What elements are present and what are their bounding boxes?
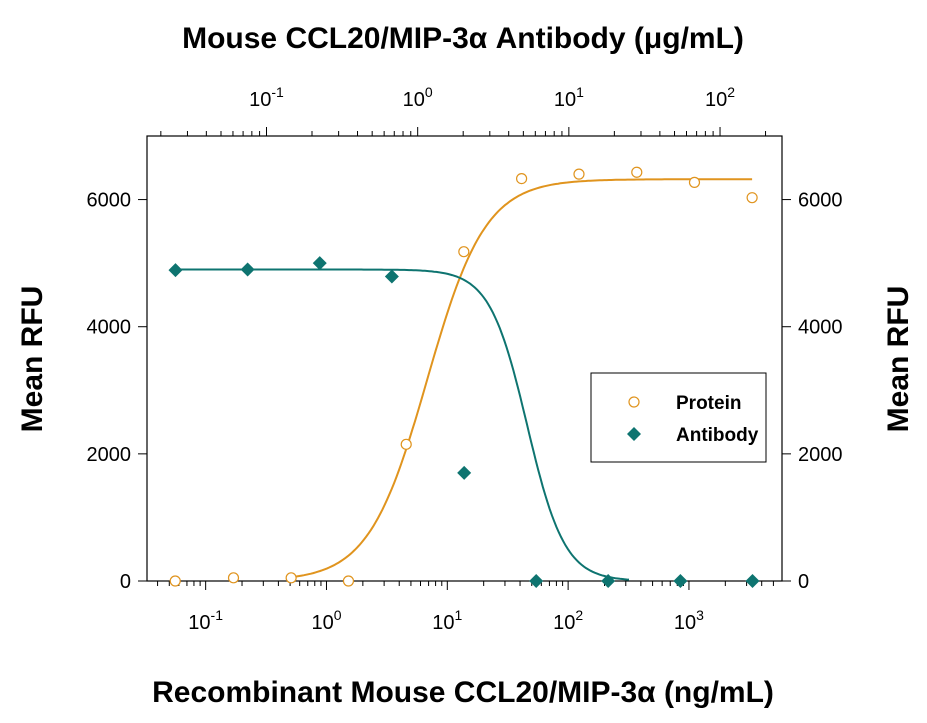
legend-antibody-marker — [627, 427, 641, 441]
legend-protein-label: Protein — [676, 393, 741, 414]
antibody-point — [457, 465, 472, 480]
top-axis-tick-label: 102 — [705, 84, 735, 111]
right-axis-tick-label: 6000 — [798, 190, 843, 212]
antibody-point — [601, 574, 616, 588]
protein-point — [285, 572, 297, 584]
antibody-point — [673, 574, 688, 588]
protein-fit-curve — [289, 178, 753, 579]
antibody-point — [240, 262, 255, 277]
antibody-point — [168, 263, 183, 278]
antibody-point — [384, 269, 399, 284]
bottom-axis-tick-label: 10-1 — [188, 607, 223, 634]
antibody-point — [529, 574, 544, 588]
top-axis-tick-label: 101 — [554, 84, 584, 111]
protein-point — [458, 246, 470, 258]
top-axis-tick-label: 10-1 — [249, 84, 284, 111]
protein-point — [342, 575, 355, 587]
protein-point — [746, 192, 758, 204]
antibody-fit-curve — [175, 268, 630, 581]
protein-point — [227, 572, 240, 584]
protein-point — [515, 172, 528, 185]
antibody-point — [745, 574, 760, 588]
bottom-axis-tick-label: 103 — [674, 607, 704, 634]
bottom-axis-tick-label: 100 — [311, 607, 341, 634]
right-axis-title: Mean RFU — [882, 286, 915, 433]
left-axis-tick-label: 4000 — [87, 317, 132, 339]
legend-box — [590, 372, 767, 463]
bottom-axis-title: Recombinant Mouse CCL20/MIP-3α (ng/mL) — [152, 676, 774, 709]
plot-frame — [146, 135, 783, 582]
left-axis-tick-label: 6000 — [87, 190, 132, 212]
right-axis-tick-label: 0 — [798, 571, 809, 593]
bottom-axis-tick-label: 101 — [432, 607, 462, 634]
bottom-axis-tick-label: 102 — [553, 607, 583, 634]
right-axis-tick-label: 4000 — [798, 317, 843, 339]
protein-point — [169, 575, 181, 587]
top-axis-title: Mouse CCL20/MIP-3α Antibody (μg/mL) — [182, 22, 744, 55]
antibody-point — [312, 256, 327, 271]
protein-point — [688, 176, 701, 189]
legend-antibody-label: Antibody — [676, 425, 759, 446]
protein-point — [631, 166, 643, 178]
left-axis-tick-label: 0 — [120, 571, 131, 593]
legend: Protein Antibody — [590, 372, 767, 463]
legend-protein-marker — [628, 396, 640, 408]
left-axis-tick-label: 2000 — [87, 444, 132, 466]
protein-point — [573, 168, 585, 180]
protein-point — [400, 438, 412, 450]
right-axis-tick-label: 2000 — [798, 444, 843, 466]
left-axis-title: Mean RFU — [16, 286, 49, 433]
top-axis-tick-label: 100 — [403, 84, 433, 111]
